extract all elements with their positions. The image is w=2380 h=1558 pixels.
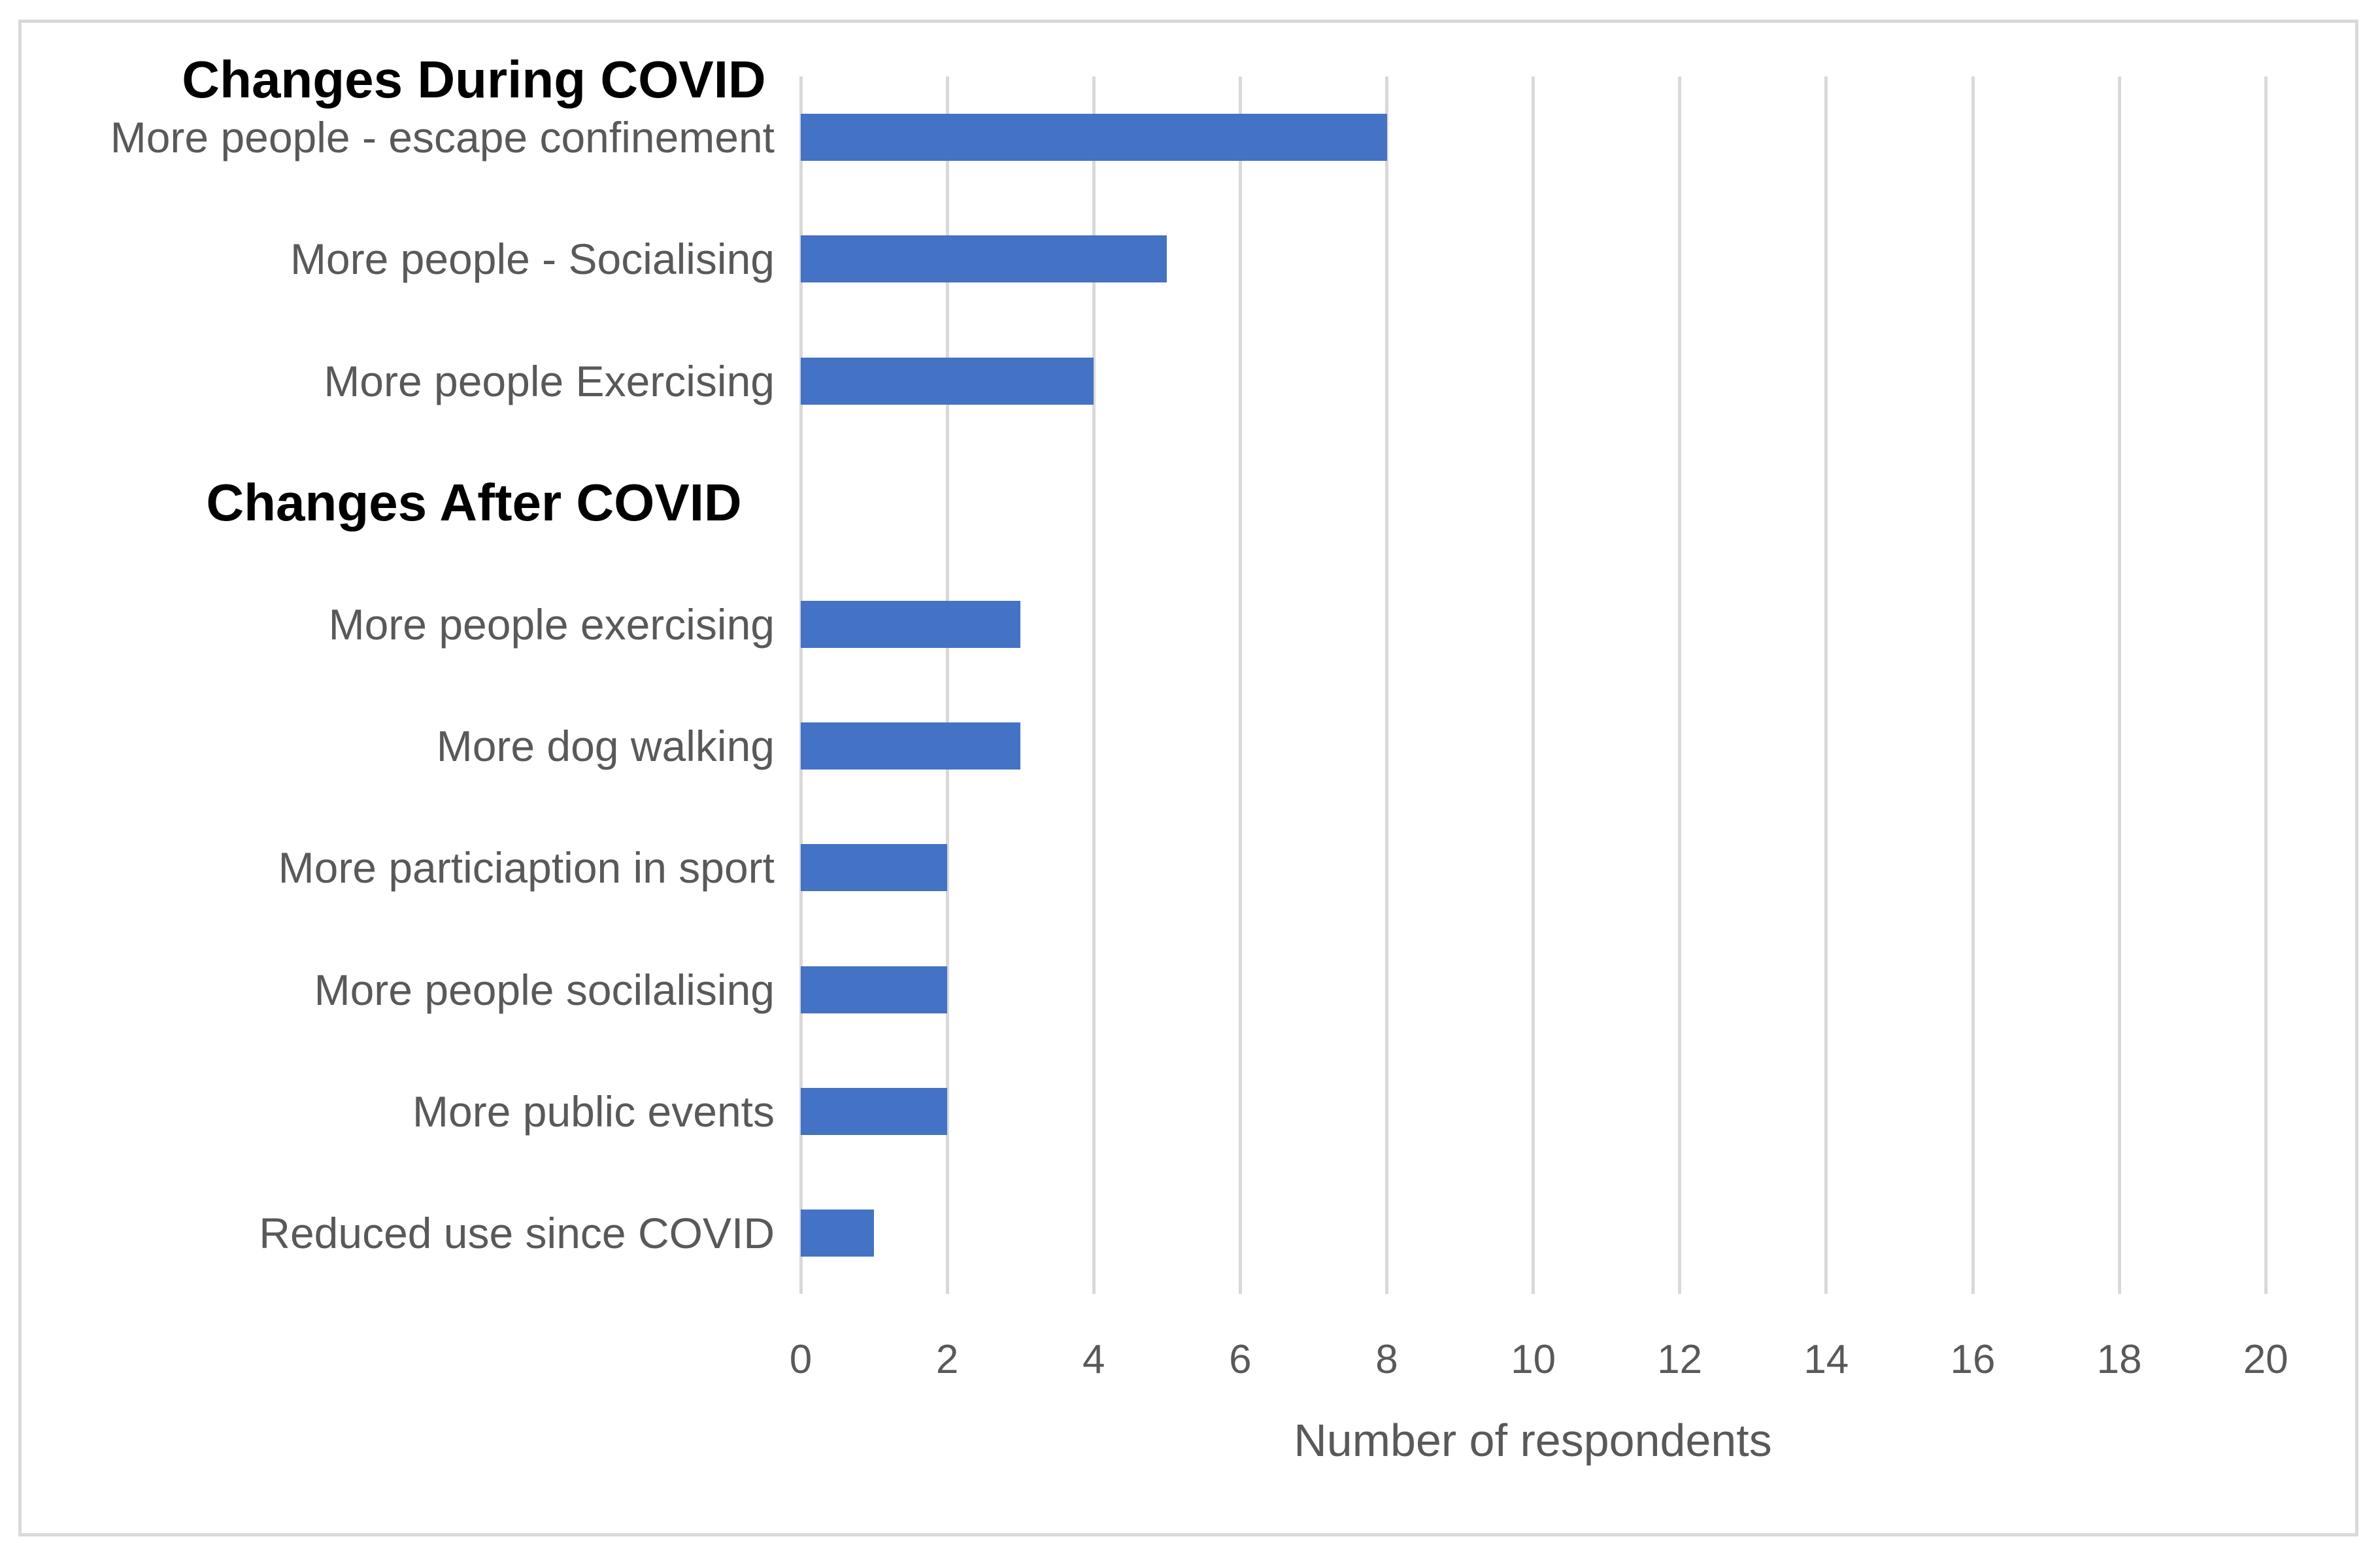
category-label-more-people-socialising: More people - Socialising — [290, 235, 775, 284]
gridline-x-0 — [799, 76, 803, 1294]
x-tick-label-8: 8 — [1375, 1337, 1398, 1382]
gridline-x-2 — [945, 76, 949, 1294]
x-tick-label-4: 4 — [1082, 1337, 1105, 1382]
x-tick-label-0: 0 — [789, 1337, 813, 1382]
category-label-more-people-exercising: More people Exercising — [324, 356, 775, 405]
x-axis-title: Number of respondents — [1294, 1415, 1772, 1466]
gridline-x-20 — [2264, 76, 2268, 1294]
bar-more-public-events — [801, 1087, 948, 1135]
gridline-x-4 — [1092, 76, 1096, 1294]
gridline-x-10 — [1532, 76, 1535, 1294]
bar-more-people-socilalising — [801, 966, 948, 1013]
bar-more-people-exercising — [801, 357, 1094, 405]
gridline-x-12 — [1678, 76, 1682, 1294]
category-label-more-people-socilalising: More people socilalising — [314, 965, 775, 1014]
x-tick-label-2: 2 — [935, 1337, 959, 1382]
section-header-changes-after-covid: Changes After COVID — [206, 473, 742, 532]
bar-more-people-socialising — [801, 235, 1167, 283]
gridline-x-18 — [2117, 76, 2121, 1294]
category-label-more-people-escape-confinement: More people - escape confinement — [110, 113, 775, 162]
bar-more-particiaption-in-sport — [801, 844, 948, 892]
x-tick-label-14: 14 — [1803, 1337, 1849, 1382]
bar-more-people-escape-confinement — [801, 114, 1387, 161]
gridline-x-8 — [1385, 76, 1388, 1294]
category-label-more-particiaption-in-sport: More particiaption in sport — [278, 843, 775, 892]
bar-more-dog-walking — [801, 722, 1021, 770]
bar-more-people-exercising — [801, 600, 1021, 648]
x-tick-label-20: 20 — [2243, 1337, 2288, 1382]
x-tick-label-12: 12 — [1657, 1337, 1703, 1382]
category-label-more-public-events: More public events — [412, 1087, 775, 1136]
x-tick-label-6: 6 — [1229, 1337, 1252, 1382]
category-label-more-dog-walking: More dog walking — [436, 722, 775, 771]
bar-reduced-use-since-covid — [801, 1209, 875, 1257]
category-label-more-people-exercising: More people exercising — [328, 600, 775, 649]
gridline-x-16 — [1971, 76, 1975, 1294]
category-label-reduced-use-since-covid: Reduced use since COVID — [259, 1208, 775, 1257]
chart-title: Changes During COVID — [182, 50, 766, 109]
gridline-x-14 — [1824, 76, 1828, 1294]
gridline-x-6 — [1238, 76, 1242, 1294]
x-tick-label-18: 18 — [2096, 1337, 2142, 1382]
chart-border — [18, 20, 2358, 1536]
x-tick-label-10: 10 — [1511, 1337, 1556, 1382]
x-tick-label-16: 16 — [1950, 1337, 1996, 1382]
